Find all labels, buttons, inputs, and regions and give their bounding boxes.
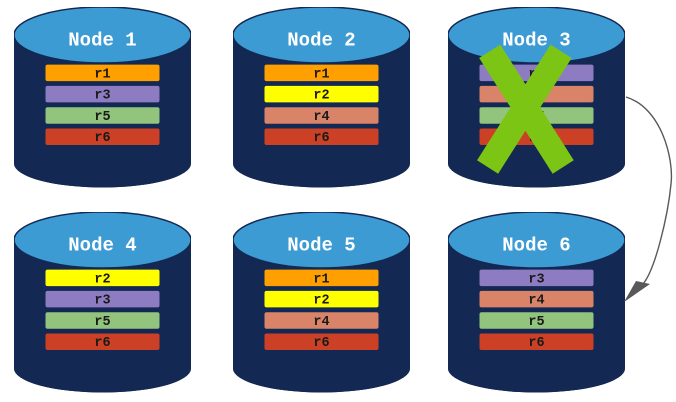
svg-text:r5: r5 (528, 315, 544, 330)
svg-text:r2: r2 (313, 88, 329, 103)
svg-text:Node 1: Node 1 (68, 29, 136, 51)
svg-text:r2: r2 (313, 294, 329, 309)
svg-text:r5: r5 (94, 315, 110, 330)
svg-text:r4: r4 (528, 294, 544, 309)
svg-text:r1: r1 (313, 67, 329, 82)
svg-text:Node 3: Node 3 (502, 29, 570, 51)
svg-text:r1: r1 (94, 67, 110, 82)
svg-text:r1: r1 (313, 272, 329, 287)
svg-text:r3: r3 (94, 88, 110, 103)
svg-text:r6: r6 (313, 336, 329, 351)
svg-text:r2: r2 (94, 272, 110, 287)
svg-text:r6: r6 (313, 131, 329, 146)
svg-text:Node 4: Node 4 (68, 235, 136, 257)
svg-text:r5: r5 (94, 110, 110, 125)
svg-text:Node 2: Node 2 (287, 29, 355, 51)
svg-text:Node 6: Node 6 (502, 235, 570, 257)
svg-text:r3: r3 (528, 272, 544, 287)
svg-text:r4: r4 (313, 315, 329, 330)
svg-text:r6: r6 (528, 336, 544, 351)
svg-text:r6: r6 (94, 336, 110, 351)
svg-text:r3: r3 (94, 294, 110, 309)
svg-text:Node 5: Node 5 (287, 235, 355, 257)
svg-text:r6: r6 (94, 131, 110, 146)
svg-text:r4: r4 (313, 110, 329, 125)
